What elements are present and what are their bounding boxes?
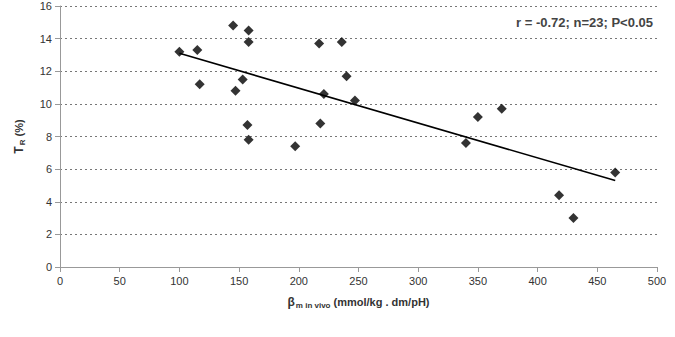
svg-text:β: β (287, 295, 294, 309)
svg-text:6: 6 (46, 163, 52, 175)
svg-text:16: 16 (40, 0, 52, 12)
svg-text:200: 200 (290, 275, 308, 287)
svg-text:(%): (%) (13, 119, 25, 140)
svg-text:50: 50 (114, 275, 126, 287)
svg-text:8: 8 (46, 131, 52, 143)
svg-text:500: 500 (648, 275, 666, 287)
svg-text:2: 2 (46, 228, 52, 240)
svg-text:0: 0 (46, 261, 52, 273)
svg-text:300: 300 (409, 275, 427, 287)
svg-text:450: 450 (588, 275, 606, 287)
svg-text:400: 400 (528, 275, 546, 287)
svg-text:250: 250 (349, 275, 367, 287)
svg-text:10: 10 (40, 98, 52, 110)
svg-text:4: 4 (46, 196, 52, 208)
svg-text:T: T (12, 146, 26, 154)
svg-text:350: 350 (469, 275, 487, 287)
svg-text:12: 12 (40, 65, 52, 77)
svg-text:100: 100 (170, 275, 188, 287)
svg-text:r = -0.72; n=23; P<0.05: r = -0.72; n=23; P<0.05 (516, 15, 653, 30)
svg-text:14: 14 (40, 33, 52, 45)
svg-text:0: 0 (57, 275, 63, 287)
svg-text:150: 150 (230, 275, 248, 287)
svg-text:m in vivo: m in vivo (296, 301, 331, 310)
svg-text:(mmol/kg . dm/pH): (mmol/kg . dm/pH) (331, 296, 430, 308)
svg-text:R: R (17, 139, 27, 146)
